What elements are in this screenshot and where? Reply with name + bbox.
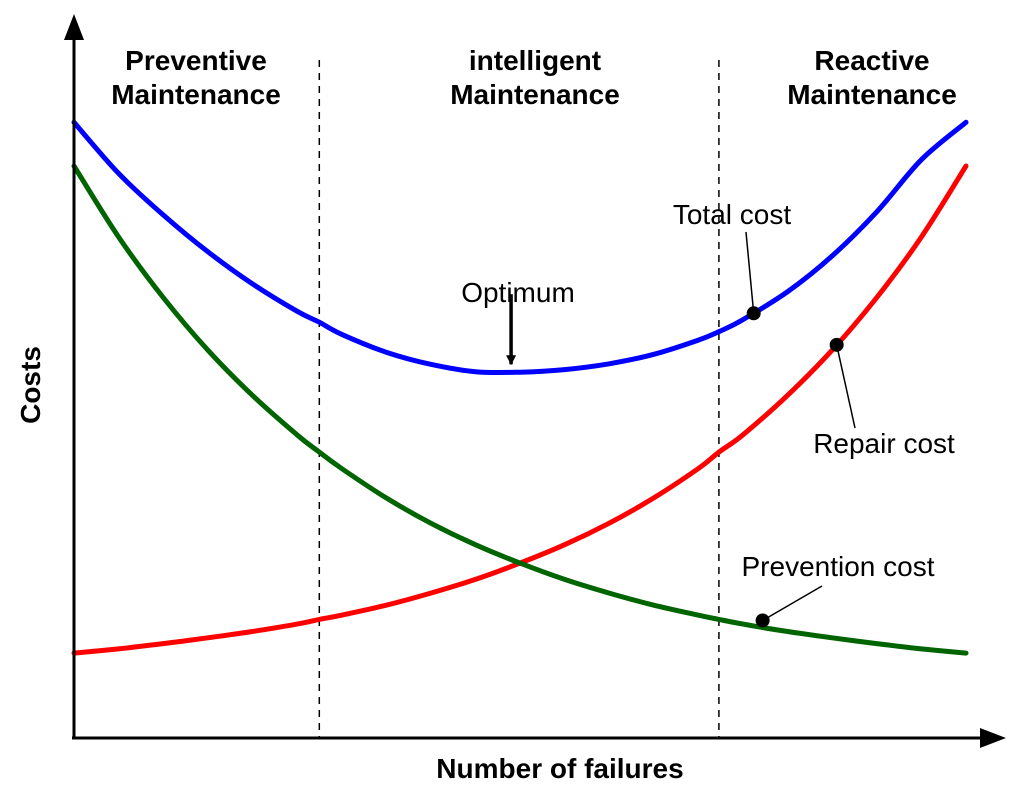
optimum-label: Optimum	[461, 277, 575, 308]
total-cost-label: Total cost	[673, 199, 791, 230]
prevention-cost-leader	[762, 585, 823, 622]
series-line-repair-cost	[71, 163, 969, 656]
region-label-intelligent-line1: intelligent	[469, 45, 601, 76]
repair-cost-leader	[835, 344, 856, 429]
prevention-cost-marker	[755, 613, 770, 628]
total-cost-marker	[746, 306, 761, 321]
x-axis-label: Number of failures	[436, 753, 683, 784]
x-axis-arrowhead	[980, 728, 1006, 748]
region-label-preventive-line2: Maintenance	[111, 79, 281, 110]
y-axis-arrowhead	[64, 14, 84, 40]
repair-cost-marker	[829, 337, 844, 352]
series-line-prevention-cost	[71, 163, 969, 656]
region-label-reactive-line2: Maintenance	[787, 79, 957, 110]
total-cost-leader	[745, 231, 755, 314]
repair-cost-label: Repair cost	[813, 428, 955, 459]
series-line-total-cost	[71, 119, 969, 376]
prevention-cost-label: Prevention cost	[742, 551, 935, 582]
region-label-reactive-line1: Reactive	[814, 45, 929, 76]
y-axis-label: Costs	[15, 346, 46, 424]
region-label-intelligent-line2: Maintenance	[450, 79, 620, 110]
region-label-preventive-line1: Preventive	[125, 45, 267, 76]
